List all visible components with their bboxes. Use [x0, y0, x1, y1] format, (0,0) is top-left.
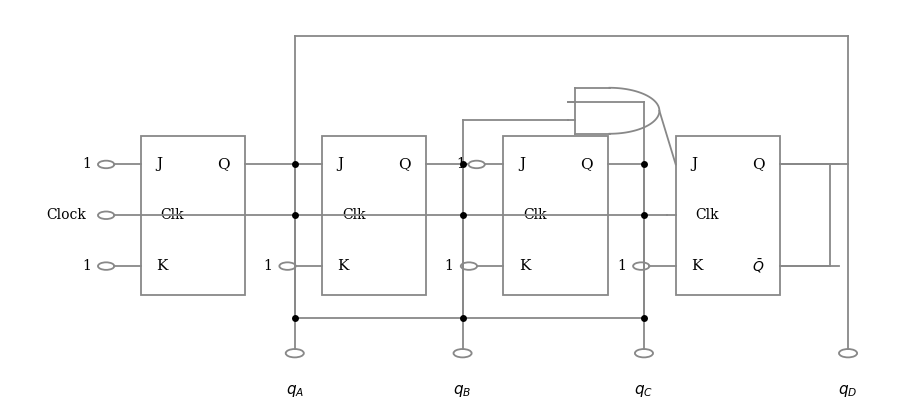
Text: Clk: Clk — [523, 208, 547, 222]
FancyBboxPatch shape — [141, 136, 245, 295]
Text: 1: 1 — [456, 158, 464, 171]
Text: $q_D$: $q_D$ — [838, 383, 858, 399]
Text: Q: Q — [752, 158, 765, 171]
Text: J: J — [156, 158, 162, 171]
Text: 1: 1 — [82, 158, 91, 171]
Text: $\bar{Q}$: $\bar{Q}$ — [752, 257, 765, 275]
Text: K: K — [691, 259, 703, 273]
Text: K: K — [337, 259, 349, 273]
Text: $q_C$: $q_C$ — [634, 383, 654, 399]
Text: Q: Q — [398, 158, 411, 171]
Text: K: K — [156, 259, 168, 273]
Text: K: K — [519, 259, 531, 273]
FancyBboxPatch shape — [676, 136, 780, 295]
Text: 1: 1 — [617, 259, 626, 273]
Text: $q_B$: $q_B$ — [454, 383, 472, 399]
Text: Clock: Clock — [46, 208, 86, 222]
Text: Clk: Clk — [696, 208, 719, 222]
Text: 1: 1 — [82, 259, 91, 273]
FancyBboxPatch shape — [322, 136, 426, 295]
Text: $q_A$: $q_A$ — [286, 383, 304, 399]
Text: J: J — [691, 158, 697, 171]
Text: J: J — [519, 158, 525, 171]
Text: J: J — [337, 158, 344, 171]
Text: Clk: Clk — [342, 208, 366, 222]
Text: 1: 1 — [444, 259, 454, 273]
Text: Q: Q — [217, 158, 229, 171]
FancyBboxPatch shape — [503, 136, 608, 295]
Text: Q: Q — [580, 158, 592, 171]
Text: 1: 1 — [263, 259, 272, 273]
Text: Clk: Clk — [161, 208, 184, 222]
